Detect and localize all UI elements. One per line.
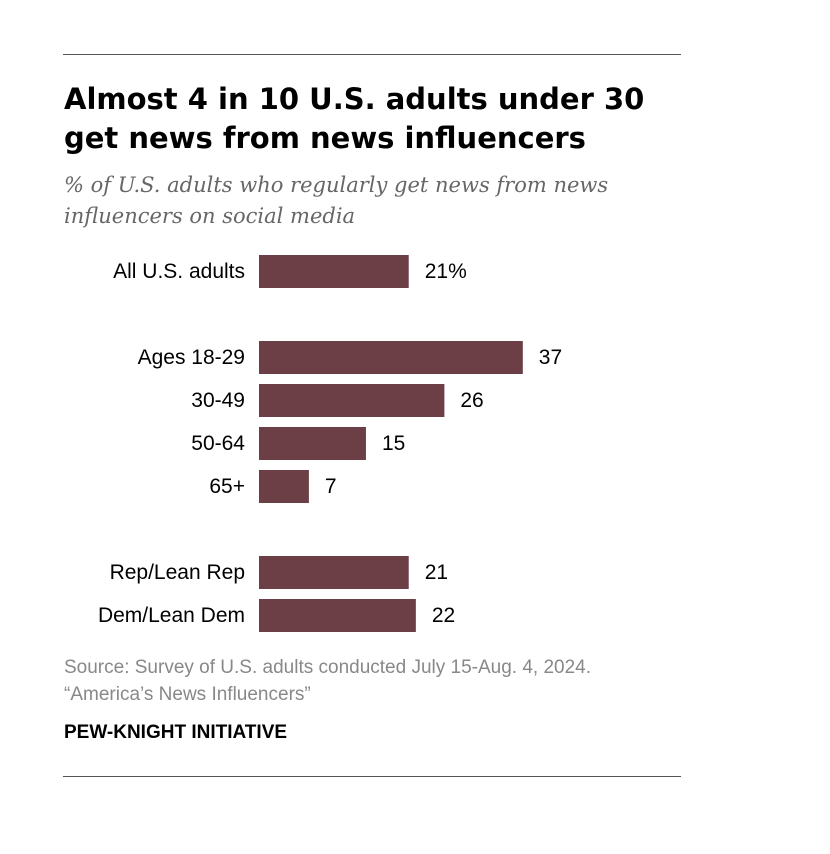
category-label: 50-64 [191, 432, 245, 455]
bottom-rule [63, 776, 681, 777]
category-label: All U.S. adults [113, 260, 245, 283]
value-label: 21 [425, 561, 448, 584]
value-label: 26 [460, 389, 483, 412]
bar [259, 341, 523, 374]
chart-title: Almost 4 in 10 U.S. adults under 30 get … [64, 82, 645, 155]
value-label: 37 [539, 346, 562, 369]
top-rule [63, 54, 681, 55]
chart-subtitle: % of U.S. adults who regularly get news … [64, 173, 609, 228]
cutoff-text-fragment [0, 830, 830, 854]
bar [259, 599, 416, 632]
organization-label: PEW-KNIGHT INITIATIVE [64, 722, 288, 743]
report-title: “America’s News Influencers” [64, 684, 311, 705]
value-label: 22 [432, 604, 455, 627]
bar-chart: All U.S. adults 21% Ages 18-29 37 30-49 26 50-… [98, 255, 562, 632]
bar [259, 384, 445, 417]
bar [259, 427, 366, 460]
value-label: 15 [382, 432, 405, 455]
category-label: Ages 18-29 [138, 346, 245, 369]
source-note: Source: Survey of U.S. adults conducted … [64, 654, 704, 708]
value-label: 21% [425, 260, 467, 283]
category-label: 30-49 [191, 389, 245, 412]
bar [259, 255, 409, 288]
category-label: Rep/Lean Rep [110, 561, 245, 584]
bar [259, 470, 309, 503]
value-label: 7 [325, 475, 337, 498]
source-line: Source: Survey of U.S. adults conducted … [64, 657, 592, 678]
category-label: 65+ [209, 475, 245, 498]
category-label: Dem/Lean Dem [98, 604, 245, 627]
bar [259, 556, 409, 589]
